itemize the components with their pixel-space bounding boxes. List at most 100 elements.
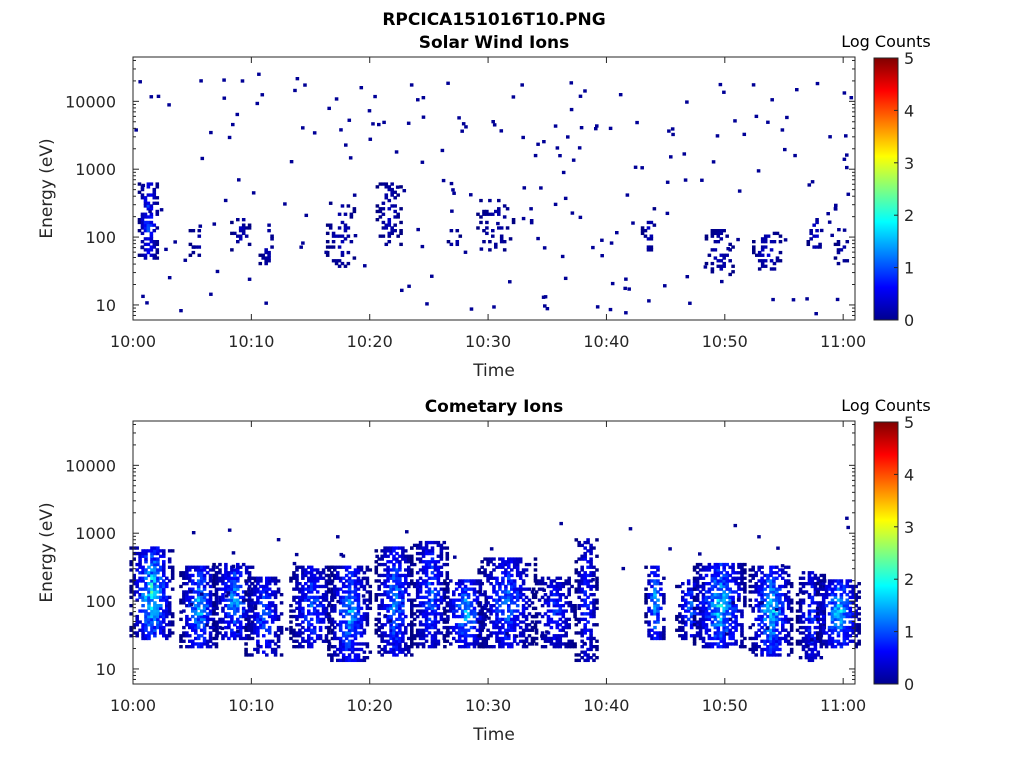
spectrogram-cell [806,242,811,247]
spectrogram-cell [361,594,366,598]
spectrogram-cell [298,590,302,594]
spectrogram-cell [537,620,542,624]
spectrogram-cell [244,650,248,654]
spectrogram-cell [710,614,715,619]
spectrogram-cell [418,584,423,589]
spectrogram-cell [675,617,679,622]
spectrogram-cell [663,284,667,288]
spectrogram-cell [819,582,824,586]
spectrogram-cell [395,557,399,561]
spectrogram-cell [389,551,393,556]
spectrogram-cell [202,595,207,600]
spectrogram-cell [196,579,201,583]
spectrogram-cell [498,598,502,602]
spectrogram-cell [549,636,554,641]
spectrogram-cell [156,571,160,575]
spectrogram-cell [781,620,785,624]
spectrogram-cell [678,612,682,616]
spectrogram-cell [318,573,323,578]
spectrogram-cell [353,656,358,660]
spectrogram-cell [386,590,390,594]
spectrogram-cell [224,582,228,586]
spectrogram-cell [427,604,432,608]
spectrogram-cell [780,128,785,132]
spectrogram-cell [315,604,320,608]
spectrogram-cell [466,606,471,611]
panel-cometary-ions: 10:00 10:10 10:20 10:30 10:40 10:50 11:00Time1… [37,396,931,745]
spectrogram-cell [368,593,373,597]
spectrogram-cell [507,598,511,602]
spectrogram-cell [815,631,820,635]
spectrogram-cell [247,565,252,569]
spectrogram-cell [182,573,186,578]
spectrogram-cell [719,229,724,233]
spectrogram-cell [208,625,213,630]
spectrogram-cell [492,609,496,613]
spectrogram-cell [205,565,210,569]
spectrogram-cell [567,642,571,646]
spectrogram-cell [653,593,657,597]
spectrogram-cell [510,573,514,578]
spectrogram-cell [692,620,697,624]
spectrogram-cell [772,620,776,624]
spectrogram-cell [580,617,584,622]
spectrogram-cell [304,598,308,602]
spectrogram-cell [501,639,505,643]
spectrogram-cell [457,634,462,638]
spectrogram-cell [215,631,219,635]
spectrogram-cell [331,234,336,238]
spectrogram-cell [439,601,444,605]
spectrogram-cell [137,229,142,233]
spectrogram-cell [416,227,420,232]
spectrogram-cell [211,642,216,646]
spectrogram-cell [737,609,741,613]
spectrogram-cell [350,609,355,613]
spectrogram-cell [380,636,384,641]
spectrogram-cell [650,565,654,569]
spectrogram-cell [683,178,688,182]
spectrogram-cell [418,543,423,548]
spectrogram-cell [725,645,729,649]
spectrogram-cell [478,609,483,613]
spectrogram-cell [833,628,838,632]
spectrogram-cell [333,620,337,624]
spectrogram-cell [436,579,441,583]
spectrogram-cell [512,625,517,630]
spectrogram-cell [848,584,853,589]
spectrogram-cell [731,264,735,268]
spectrogram-cell [293,88,297,93]
spectrogram-cell [472,614,477,619]
spectrogram-cell [515,614,520,619]
spectrogram-cell [701,606,706,611]
spectrogram-cell [778,639,782,643]
spectrogram-cell [795,639,800,643]
spectrogram-cell [338,650,343,654]
spectrogram-cell [515,609,520,613]
spectrogram-cell [404,576,408,580]
spectrogram-cell [742,132,747,137]
spectrogram-cell [722,625,726,630]
spectrogram-cell [504,568,508,572]
spectrogram-cell [457,639,462,643]
spectrogram-cell [386,579,390,583]
spectrogram-cell [359,642,364,646]
spectrogram-cell [318,576,323,580]
spectrogram-cell [410,636,414,641]
spectrogram-cell [816,650,821,654]
spectrogram-cell [433,595,438,600]
spectrogram-cell [731,576,735,580]
spectrogram-cell [718,82,723,87]
spectrogram-cell [816,604,821,608]
spectrogram-cell [202,584,207,589]
spectrogram-cell [144,560,148,564]
spectrogram-cell [356,579,361,583]
spectrogram-cell [356,598,361,602]
spectrogram-cell [356,653,361,657]
spectrogram-cell [439,549,444,553]
spectrogram-cell [144,609,148,613]
spectrogram-cell [230,617,234,622]
spectrogram-cell [570,639,574,643]
spectrogram-cell [401,593,405,597]
spectrogram-cell [388,619,393,623]
